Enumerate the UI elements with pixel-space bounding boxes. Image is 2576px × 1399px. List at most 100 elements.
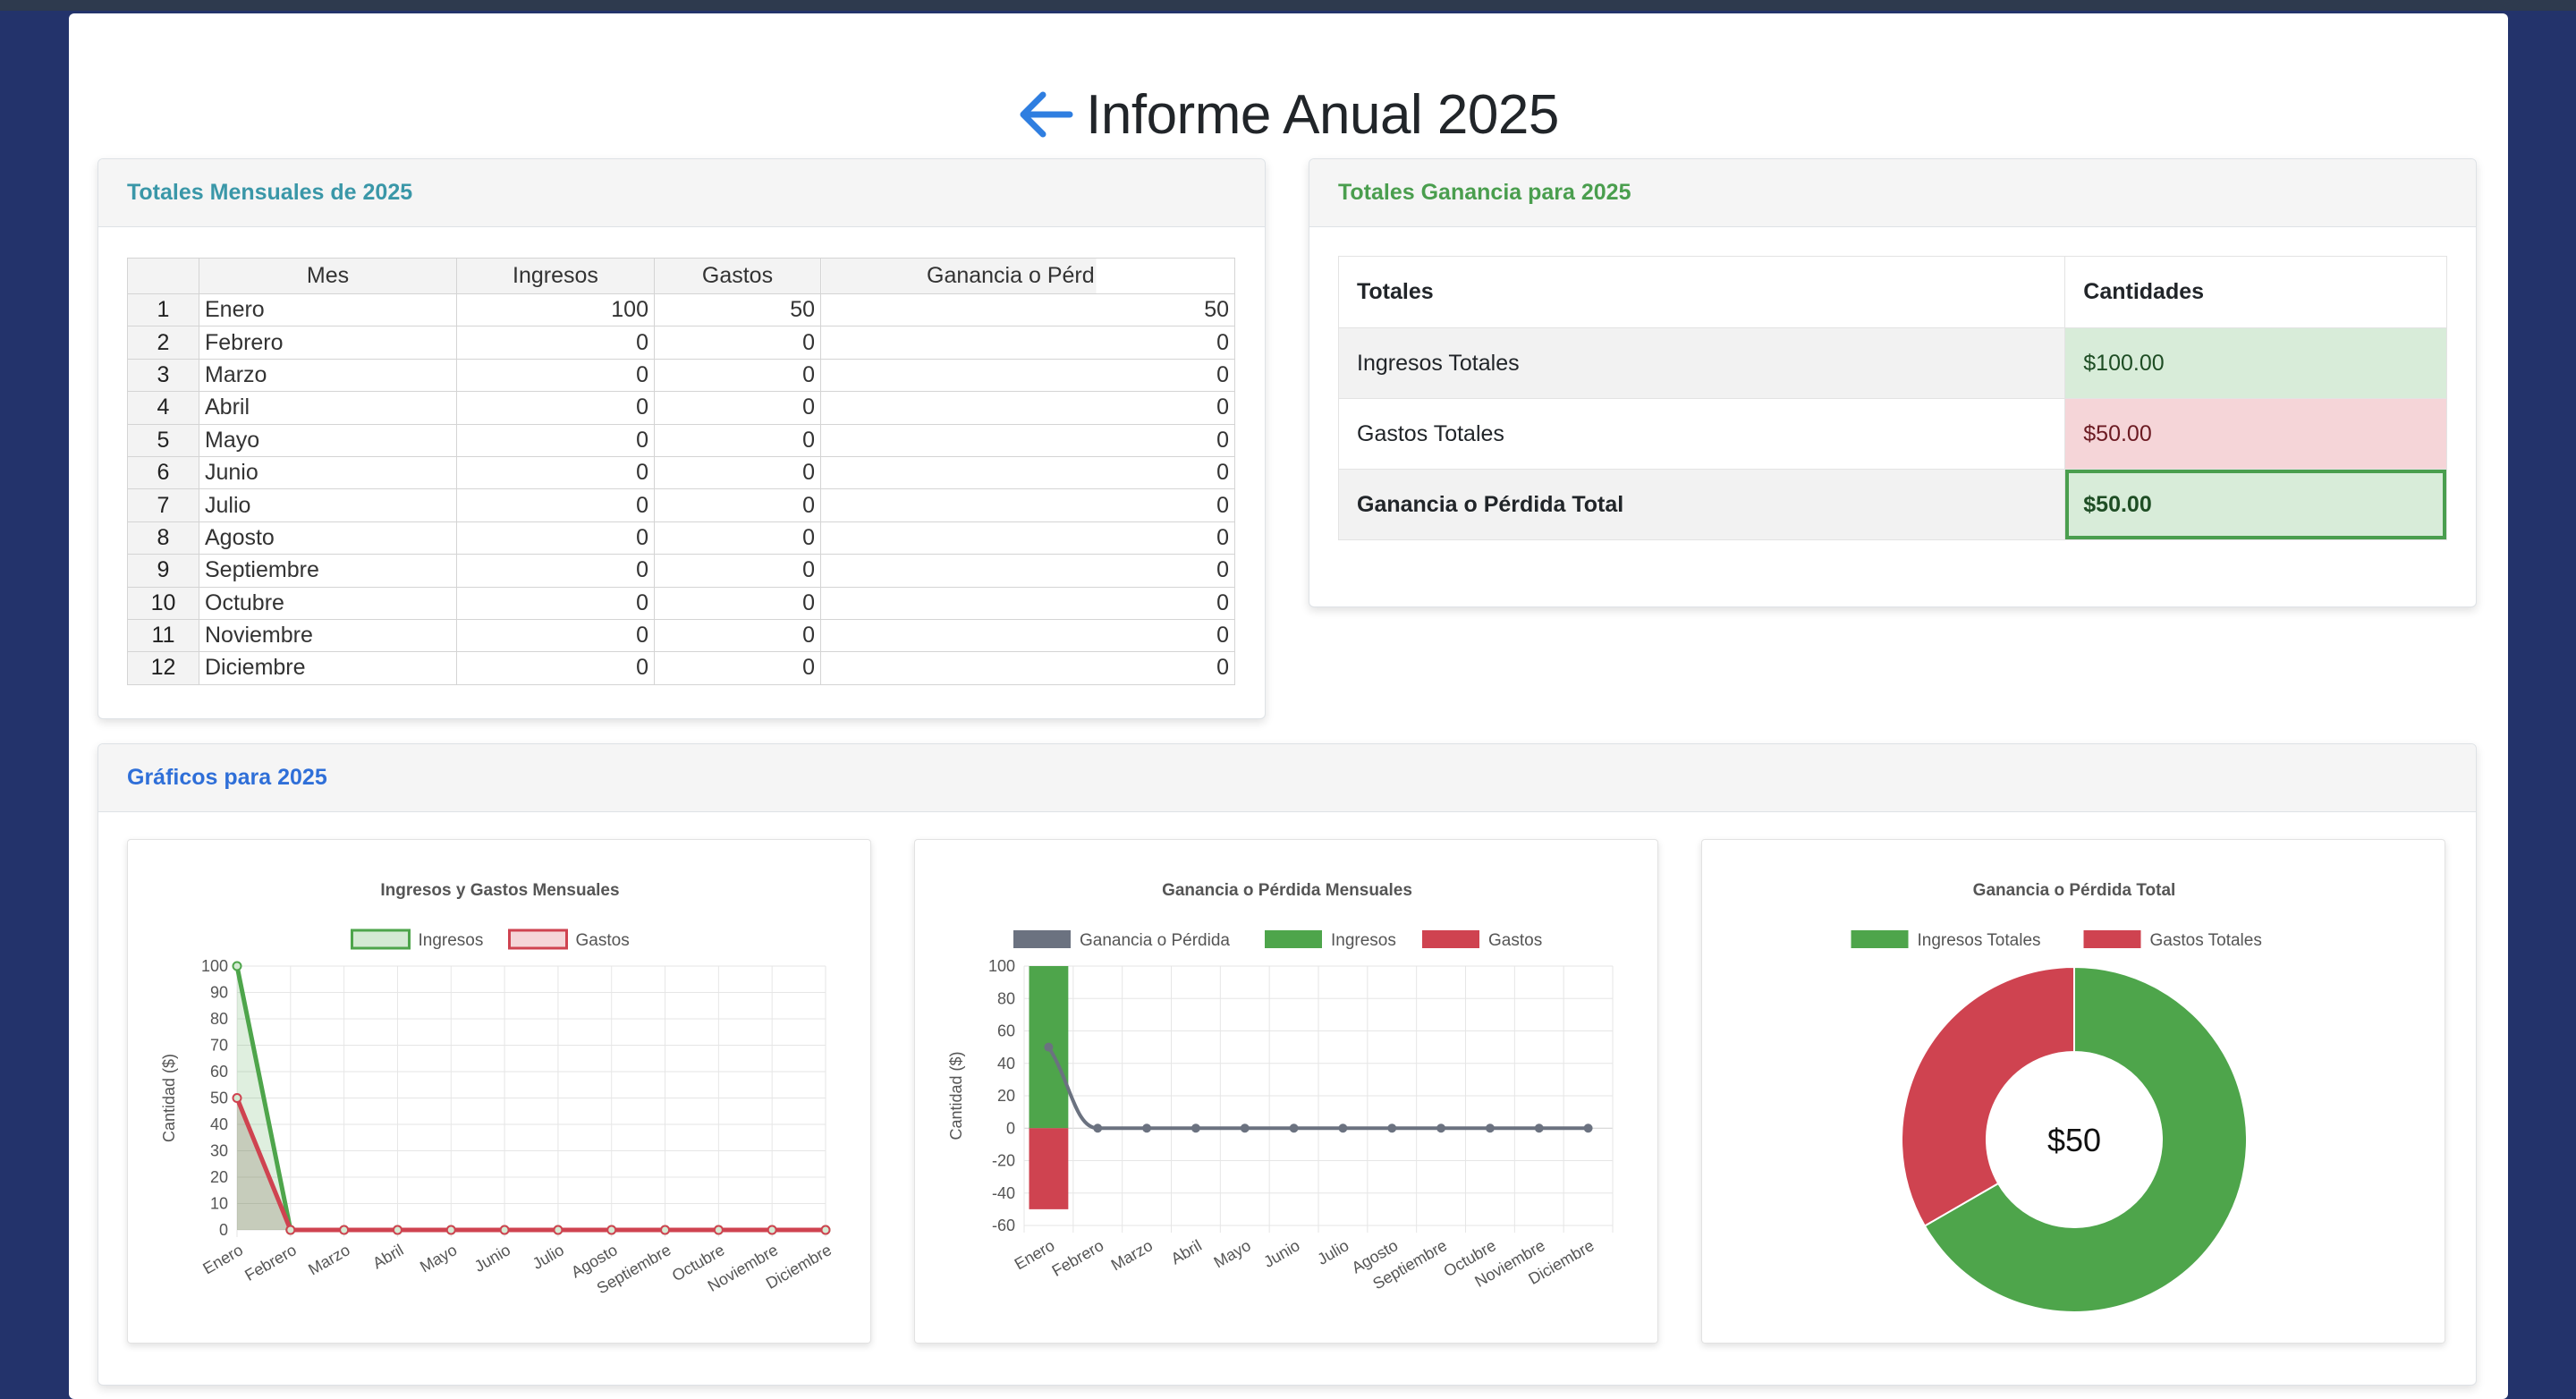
income-cell[interactable]: 0 bbox=[456, 651, 655, 685]
profit-cell[interactable]: 0 bbox=[820, 586, 1235, 620]
month-cell[interactable]: Abril bbox=[199, 391, 457, 425]
income-cell[interactable]: 0 bbox=[456, 618, 655, 653]
y-tick-label: 70 bbox=[210, 1037, 228, 1055]
income-cell[interactable]: 0 bbox=[456, 586, 655, 620]
data-point bbox=[1485, 1123, 1495, 1133]
income-cell[interactable]: 100 bbox=[456, 293, 655, 327]
data-point bbox=[1289, 1123, 1299, 1133]
doughnut-center-label: $50 bbox=[2047, 1122, 2101, 1158]
column-header-mes[interactable]: Mes bbox=[199, 258, 457, 294]
data-point bbox=[339, 1225, 350, 1235]
table-row: 11 Noviembre 0 0 0 bbox=[127, 618, 1235, 653]
x-tick-label: Abril bbox=[1168, 1236, 1205, 1268]
y-tick-label: -60 bbox=[992, 1217, 1015, 1234]
data-point bbox=[285, 1225, 296, 1235]
legend-label: Ingresos bbox=[1331, 931, 1396, 950]
month-cell[interactable]: Febrero bbox=[199, 326, 457, 360]
income-cell[interactable]: 0 bbox=[456, 521, 655, 555]
monthly-spreadsheet[interactable]: Mes Ingresos Gastos Ganancia o Pérd 1 Ene… bbox=[127, 258, 1235, 685]
month-cell[interactable]: Noviembre bbox=[199, 618, 457, 653]
month-cell[interactable]: Octubre bbox=[199, 586, 457, 620]
expense-cell[interactable]: 0 bbox=[654, 554, 821, 588]
income-cell[interactable]: 0 bbox=[456, 423, 655, 457]
month-cell[interactable]: Septiembre bbox=[199, 554, 457, 588]
profit-cell[interactable]: 0 bbox=[820, 423, 1235, 457]
row-index-cell: 8 bbox=[127, 521, 199, 555]
legend-label: Ingresos Totales bbox=[1918, 931, 2041, 950]
month-cell[interactable]: Diciembre bbox=[199, 651, 457, 685]
expense-cell[interactable]: 0 bbox=[654, 586, 821, 620]
y-tick-label: 0 bbox=[1006, 1119, 1015, 1137]
y-axis-label: Cantidad ($) bbox=[947, 1051, 965, 1140]
profit-total-label: Ganancia o Pérdida Total bbox=[1337, 469, 2066, 540]
profit-cell[interactable]: 0 bbox=[820, 326, 1235, 360]
table-row: 3 Marzo 0 0 0 bbox=[127, 358, 1235, 393]
y-tick-label: 100 bbox=[201, 957, 228, 975]
expense-cell[interactable]: 0 bbox=[654, 521, 821, 555]
profit-cell[interactable]: 0 bbox=[820, 651, 1235, 685]
income-cell[interactable]: 0 bbox=[456, 358, 655, 393]
table-row: 6 Junio 0 0 0 bbox=[127, 455, 1235, 490]
income-total-value: $100.00 bbox=[2064, 327, 2447, 399]
y-tick-label: 0 bbox=[219, 1221, 228, 1239]
profit-total-value: $50.00 bbox=[2064, 469, 2447, 540]
monthly-profit-bar-chart[interactable]: Ganancia o Pérdida Mensuales -60 -40 -20 0 20… bbox=[915, 840, 1659, 1344]
month-cell[interactable]: Junio bbox=[199, 455, 457, 490]
y-tick-label: 80 bbox=[997, 989, 1015, 1007]
profit-cell[interactable]: 0 bbox=[820, 554, 1235, 588]
table-row: 2 Febrero 0 0 0 bbox=[127, 326, 1235, 360]
expense-cell[interactable]: 50 bbox=[654, 293, 821, 327]
income-cell[interactable]: 0 bbox=[456, 391, 655, 425]
legend-swatch bbox=[2083, 930, 2141, 948]
expense-cell[interactable]: 0 bbox=[654, 618, 821, 653]
income-cell[interactable]: 0 bbox=[456, 326, 655, 360]
month-cell[interactable]: Agosto bbox=[199, 521, 457, 555]
column-header-ganancia[interactable]: Ganancia o Pérd bbox=[820, 258, 1235, 294]
month-cell[interactable]: Mayo bbox=[199, 423, 457, 457]
expense-cell[interactable]: 0 bbox=[654, 358, 821, 393]
month-cell[interactable]: Enero bbox=[199, 293, 457, 327]
profit-cell[interactable]: 0 bbox=[820, 488, 1235, 522]
profit-cell[interactable]: 0 bbox=[820, 455, 1235, 490]
series-area-gastos bbox=[237, 1098, 826, 1230]
legend-swatch bbox=[508, 928, 568, 950]
income-expense-chart-card: Ingresos y Gastos Mensuales 0 10 20 30 40 50 60… bbox=[127, 839, 871, 1344]
y-tick-label: 40 bbox=[997, 1055, 1015, 1073]
data-point bbox=[820, 1225, 831, 1235]
expense-cell[interactable]: 0 bbox=[654, 326, 821, 360]
data-point bbox=[767, 1225, 777, 1235]
expense-cell[interactable]: 0 bbox=[654, 455, 821, 490]
data-point bbox=[1191, 1123, 1200, 1133]
monthly-totals-header: Totales Mensuales de 2025 bbox=[98, 159, 1265, 227]
profit-cell[interactable]: 0 bbox=[820, 618, 1235, 653]
table-row: 4 Abril 0 0 0 bbox=[127, 391, 1235, 425]
data-point bbox=[1142, 1123, 1152, 1133]
month-cell[interactable]: Marzo bbox=[199, 358, 457, 393]
chart-title: Ganancia o Pérdida Mensuales bbox=[1162, 881, 1412, 900]
expense-cell[interactable]: 0 bbox=[654, 391, 821, 425]
column-header-gastos[interactable]: Gastos bbox=[654, 258, 821, 294]
month-cell[interactable]: Julio bbox=[199, 488, 457, 522]
profit-cell[interactable]: 0 bbox=[820, 358, 1235, 393]
income-cell[interactable]: 0 bbox=[456, 488, 655, 522]
data-point bbox=[713, 1225, 724, 1235]
profit-cell[interactable]: 0 bbox=[820, 521, 1235, 555]
column-header-ingresos[interactable]: Ingresos bbox=[456, 258, 655, 294]
x-tick-label: Junio bbox=[1260, 1236, 1302, 1271]
x-tick-label: Abril bbox=[369, 1241, 406, 1272]
income-cell[interactable]: 0 bbox=[456, 455, 655, 490]
row-index-cell: 5 bbox=[127, 423, 199, 457]
profit-cell[interactable]: 50 bbox=[820, 293, 1235, 327]
expense-cell[interactable]: 0 bbox=[654, 423, 821, 457]
arrow-left-icon[interactable] bbox=[1018, 89, 1073, 140]
income-expense-line-chart[interactable]: Ingresos y Gastos Mensuales 0 10 20 30 40 50 60… bbox=[128, 840, 872, 1344]
income-cell[interactable]: 0 bbox=[456, 554, 655, 588]
y-tick-label: 20 bbox=[997, 1087, 1015, 1105]
total-profit-doughnut-chart[interactable]: Ganancia o Pérdida Total Ingresos Totales… bbox=[1702, 840, 2446, 1344]
expense-cell[interactable]: 0 bbox=[654, 488, 821, 522]
income-total-label: Ingresos Totales bbox=[1337, 327, 2066, 399]
expense-cell[interactable]: 0 bbox=[654, 651, 821, 685]
y-tick-label: 60 bbox=[210, 1063, 228, 1081]
totals-row-profit: Ganancia o Pérdida Total $50.00 bbox=[1337, 469, 2447, 540]
profit-cell[interactable]: 0 bbox=[820, 391, 1235, 425]
